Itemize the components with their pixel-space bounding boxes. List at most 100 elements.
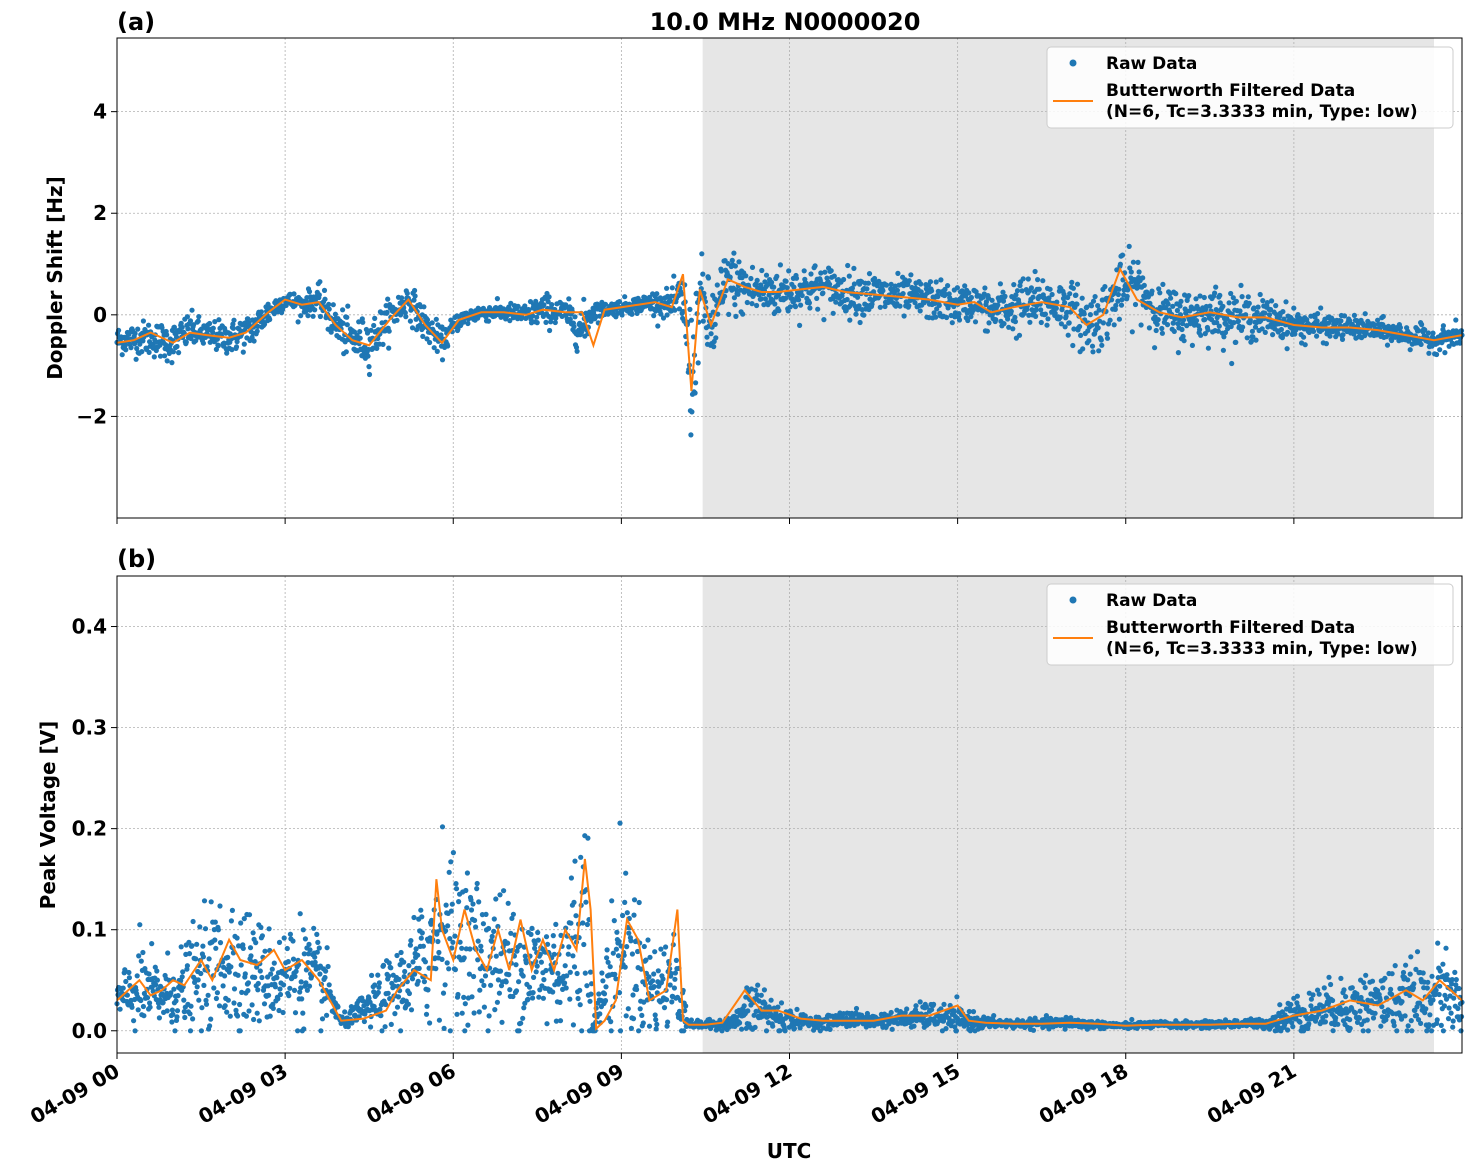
- y-axis-label-a: Doppler Shift [Hz]: [43, 176, 67, 380]
- raw-data-point: [1038, 319, 1044, 326]
- raw-data-point: [660, 976, 666, 982]
- raw-data-point: [399, 295, 405, 301]
- raw-data-points-a: [114, 243, 1465, 438]
- raw-data-point: [861, 312, 867, 318]
- raw-data-point: [413, 946, 419, 952]
- raw-data-point: [634, 310, 640, 316]
- raw-data-point: [1430, 330, 1436, 336]
- raw-data-point: [252, 959, 258, 965]
- raw-data-point: [906, 278, 912, 284]
- raw-data-point: [702, 313, 708, 319]
- raw-data-point: [398, 949, 404, 956]
- raw-data-point: [213, 945, 219, 951]
- raw-data-point: [749, 301, 755, 307]
- raw-data-point: [1138, 322, 1144, 328]
- raw-data-point: [521, 1005, 527, 1011]
- raw-data-point: [665, 1019, 671, 1025]
- raw-data-point: [420, 333, 426, 339]
- raw-data-point: [1060, 295, 1067, 302]
- raw-data-point: [776, 308, 782, 314]
- raw-data-point: [424, 1003, 430, 1009]
- raw-data-point: [952, 314, 958, 320]
- raw-data-point: [386, 345, 392, 351]
- raw-data-point: [324, 1012, 330, 1018]
- raw-data-point: [923, 286, 930, 292]
- raw-data-point: [245, 988, 251, 994]
- raw-data-point: [970, 1009, 977, 1015]
- raw-data-point: [217, 903, 223, 909]
- raw-data-point: [537, 987, 543, 993]
- raw-data-point: [507, 987, 513, 993]
- raw-data-point: [425, 987, 431, 993]
- raw-data-point: [945, 283, 951, 289]
- raw-data-point: [575, 995, 581, 1002]
- raw-data-point: [1033, 313, 1039, 319]
- raw-data-point: [246, 912, 253, 918]
- raw-data-point: [435, 938, 441, 945]
- raw-data-point: [736, 259, 742, 265]
- raw-data-point: [888, 281, 894, 287]
- raw-data-point: [1116, 316, 1122, 322]
- raw-data-point: [772, 301, 778, 307]
- raw-data-point: [530, 995, 536, 1001]
- raw-data-point: [181, 1009, 187, 1015]
- raw-data-point: [900, 291, 906, 297]
- raw-data-point: [1146, 325, 1152, 331]
- raw-data-point: [544, 1021, 550, 1027]
- raw-data-point: [1235, 318, 1241, 324]
- raw-data-point: [229, 347, 235, 353]
- raw-data-point: [1422, 327, 1428, 333]
- raw-data-point: [496, 990, 502, 996]
- raw-data-point: [208, 899, 214, 905]
- raw-data-point: [146, 971, 152, 977]
- raw-data-point: [546, 294, 552, 300]
- raw-data-point: [1302, 342, 1308, 348]
- raw-data-point: [807, 305, 813, 311]
- raw-data-point: [1089, 322, 1095, 328]
- raw-data-point: [553, 921, 559, 928]
- raw-data-point: [202, 926, 209, 932]
- raw-data-point: [154, 977, 160, 983]
- raw-data-point: [729, 257, 735, 263]
- raw-data-point: [872, 275, 878, 282]
- raw-data-point: [571, 324, 577, 330]
- raw-data-point: [411, 297, 417, 303]
- raw-data-point: [1285, 1027, 1291, 1033]
- raw-data-point: [1252, 324, 1259, 330]
- raw-data-point: [1237, 308, 1243, 314]
- raw-data-point: [1164, 322, 1171, 328]
- raw-data-point: [1070, 342, 1076, 349]
- raw-data-point: [579, 1028, 585, 1034]
- raw-data-point: [1267, 306, 1274, 313]
- raw-data-point: [446, 966, 452, 972]
- raw-data-point: [259, 974, 265, 981]
- raw-data-point: [1035, 277, 1041, 283]
- raw-data-point: [479, 978, 485, 984]
- raw-data-point: [471, 973, 477, 980]
- raw-data-point: [306, 941, 312, 948]
- raw-data-point: [178, 320, 184, 326]
- raw-data-point: [1155, 317, 1161, 323]
- raw-data-point: [566, 296, 572, 302]
- raw-data-point: [610, 950, 616, 956]
- raw-data-point: [362, 344, 368, 350]
- raw-data-point: [321, 287, 328, 293]
- raw-data-point: [481, 982, 487, 989]
- raw-data-point: [667, 982, 673, 988]
- raw-data-point: [653, 1026, 659, 1032]
- raw-data-point: [650, 978, 656, 984]
- raw-data-point: [516, 1028, 522, 1034]
- raw-data-point: [1181, 338, 1187, 344]
- raw-data-point: [255, 323, 261, 329]
- raw-data-point: [372, 982, 378, 988]
- raw-data-point: [609, 898, 615, 904]
- raw-data-point: [411, 914, 417, 921]
- raw-data-point: [280, 1009, 286, 1016]
- raw-data-point: [692, 390, 698, 396]
- raw-data-point: [726, 311, 732, 317]
- raw-data-point: [1032, 268, 1038, 275]
- raw-data-point: [1067, 291, 1073, 297]
- raw-data-point: [421, 979, 427, 985]
- raw-data-point: [267, 316, 273, 323]
- raw-data-point: [386, 960, 392, 966]
